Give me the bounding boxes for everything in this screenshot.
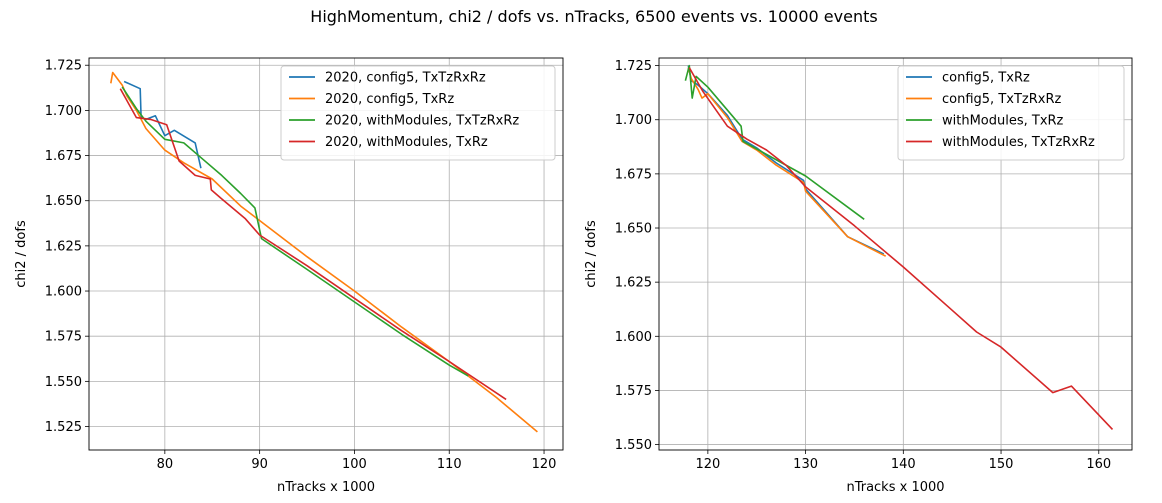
x-tick-label: 120 (695, 457, 720, 472)
legend-label: 2020, config5, TxTzRxRz (325, 71, 486, 86)
x-axis-label: nTracks x 1000 (277, 480, 375, 495)
y-tick-label: 1.725 (45, 59, 82, 74)
y-tick-label: 1.675 (615, 167, 652, 182)
series-line-3 (688, 67, 1114, 430)
y-tick-label: 1.575 (615, 384, 652, 399)
series-line-3 (119, 88, 507, 401)
y-axis-label: chi2 / dofs (14, 220, 29, 288)
right-plot: 120 130 140 150 160 1.550 1.575 1.600 1.625 1.650… (584, 57, 1133, 495)
legend-label: config5, TxRz (942, 71, 1030, 86)
series-line-2 (121, 86, 469, 377)
y-tick-label: 1.550 (45, 375, 82, 390)
x-tick-label: 150 (989, 457, 1014, 472)
y-tick-label: 1.525 (45, 420, 82, 435)
x-tick-label: 160 (1086, 457, 1111, 472)
y-tick-label: 1.600 (45, 285, 82, 300)
y-tick-label: 1.700 (615, 113, 652, 128)
x-tick-label: 130 (793, 457, 818, 472)
y-tick-label: 1.650 (45, 194, 82, 209)
legend-label: 2020, withModules, TxTzRxRz (325, 114, 519, 129)
x-axis-label: nTracks x 1000 (846, 480, 944, 495)
series-line-0 (123, 80, 202, 169)
legend-label: withModules, TxRz (942, 114, 1064, 129)
x-tick-label: 120 (532, 457, 557, 472)
legend: config5, TxRz config5, TxTzRxRz withModule… (897, 65, 1125, 161)
legend-label: 2020, withModules, TxRz (325, 135, 488, 150)
x-tick-label: 100 (342, 457, 367, 472)
y-tick-label: 1.725 (615, 59, 652, 74)
legend-label: config5, TxTzRxRz (942, 92, 1061, 107)
y-tick-label: 1.650 (615, 222, 652, 237)
y-tick-label: 1.600 (615, 330, 652, 345)
x-tick-label: 140 (891, 457, 916, 472)
y-axis-label: chi2 / dofs (584, 220, 599, 288)
x-tick-label: 110 (437, 457, 462, 472)
y-tick-label: 1.625 (45, 239, 82, 254)
legend-label: 2020, config5, TxRz (325, 92, 454, 107)
y-tick-label: 1.575 (45, 330, 82, 345)
y-tick-label: 1.550 (615, 438, 652, 453)
legend: 2020, config5, TxTzRxRz 2020, config5, Tx… (280, 65, 556, 161)
axes-frame (658, 57, 1133, 451)
legend-box (897, 65, 1125, 161)
x-tick-label: 90 (251, 457, 268, 472)
series-line-2 (684, 64, 865, 220)
y-tick-label: 1.675 (45, 149, 82, 164)
x-tick-label: 80 (157, 457, 174, 472)
legend-box (280, 65, 556, 161)
axes-frame (88, 57, 564, 451)
left-plot: 80 90 100 110 120 1.525 1.550 1.575 1.600 1.625 1.… (14, 57, 564, 495)
y-tick-label: 1.625 (615, 276, 652, 291)
legend-label: withModules, TxTzRxRz (942, 135, 1095, 150)
suptitle: HighMomentum, chi2 / dofs vs. nTracks, 6… (310, 7, 877, 26)
y-tick-label: 1.700 (45, 104, 82, 119)
series-line-0 (687, 65, 885, 255)
series-line-1 (687, 67, 887, 257)
